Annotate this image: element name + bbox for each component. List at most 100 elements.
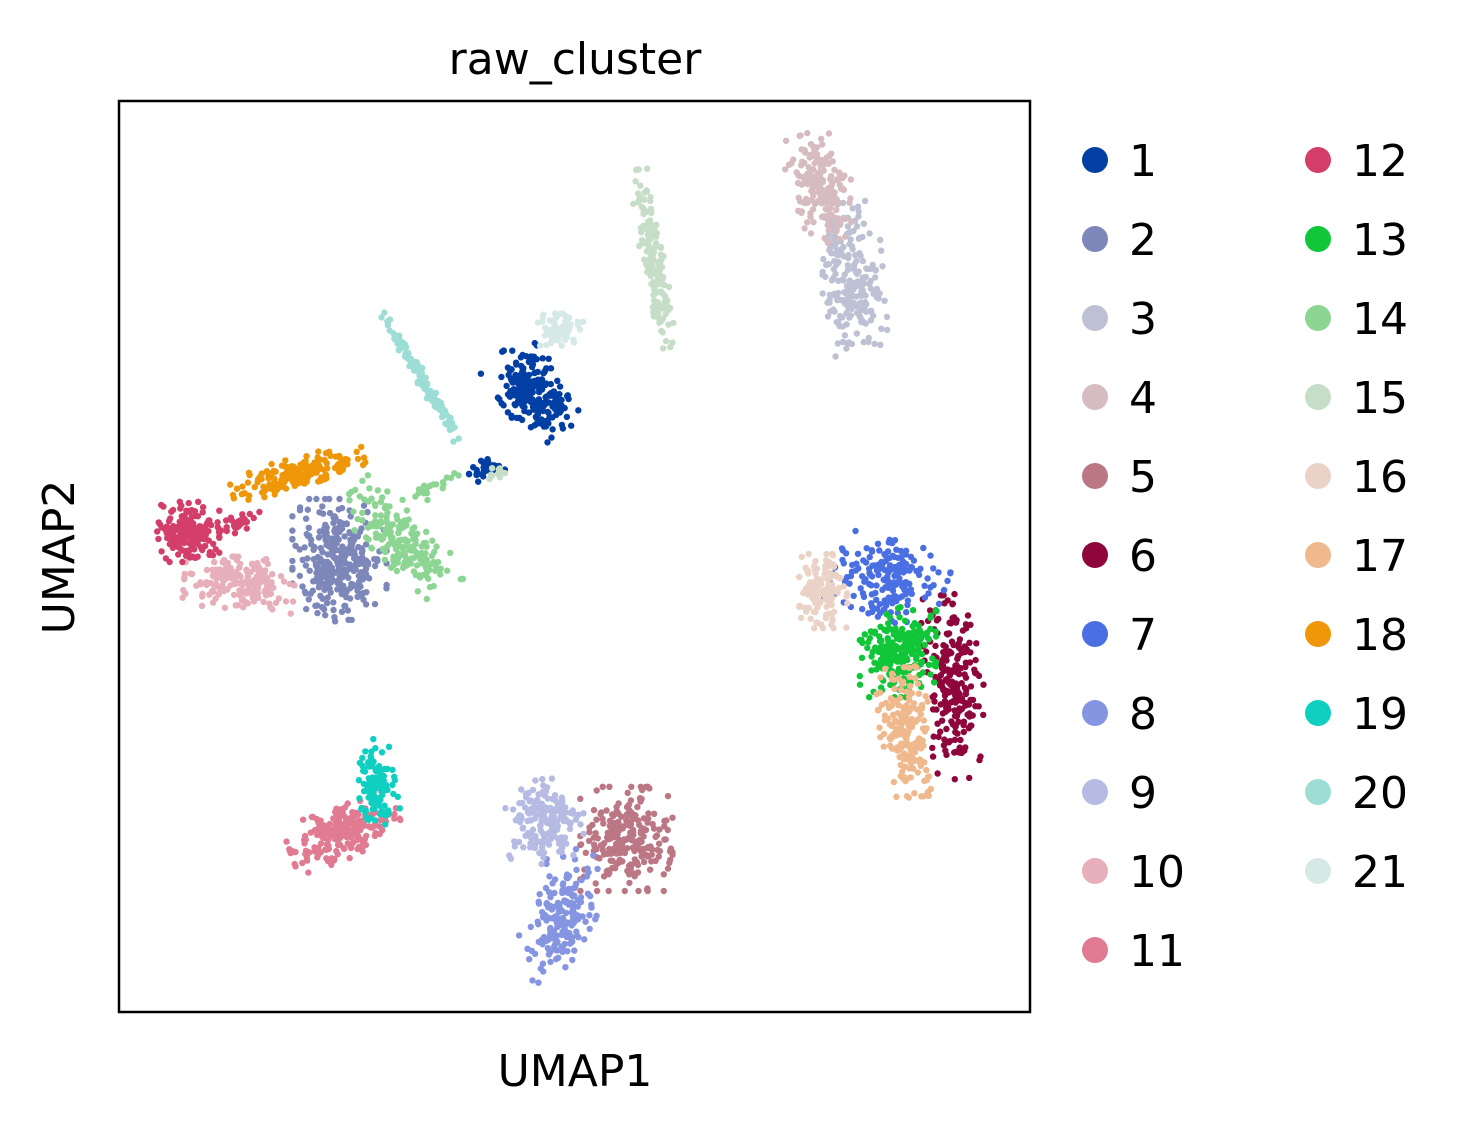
scatter-point-cluster-2 xyxy=(343,520,350,528)
scatter-point-cluster-9 xyxy=(554,835,561,842)
scatter-point-cluster-6 xyxy=(963,646,970,653)
scatter-point-cluster-12 xyxy=(154,528,161,535)
scatter-point-cluster-6 xyxy=(941,736,948,743)
scatter-point-cluster-19 xyxy=(372,745,379,752)
scatter-point-cluster-2 xyxy=(374,557,381,565)
scatter-point-cluster-1 xyxy=(504,409,512,416)
scatter-point-cluster-13 xyxy=(924,634,931,641)
scatter-point-cluster-15 xyxy=(662,338,670,345)
scatter-point-cluster-13 xyxy=(902,668,909,676)
scatter-point-cluster-11 xyxy=(334,826,342,834)
scatter-point-cluster-17 xyxy=(925,773,933,780)
scatter-point-cluster-4 xyxy=(809,206,817,213)
scatter-point-cluster-16 xyxy=(804,567,811,574)
scatter-point-cluster-3 xyxy=(853,330,860,337)
scatter-point-cluster-14 xyxy=(389,534,396,541)
scatter-point-cluster-18 xyxy=(289,478,297,486)
scatter-point-cluster-3 xyxy=(850,286,857,293)
scatter-point-cluster-2 xyxy=(338,590,345,598)
scatter-point-cluster-4 xyxy=(827,185,835,192)
scatter-point-cluster-4 xyxy=(785,161,793,168)
scatter-point-cluster-4 xyxy=(816,172,824,180)
scatter-point-cluster-8 xyxy=(575,934,582,941)
scatter-point-cluster-3 xyxy=(860,338,867,346)
legend-label-13: 13 xyxy=(1352,215,1408,266)
scatter-point-cluster-5 xyxy=(607,857,614,864)
scatter-point-cluster-3 xyxy=(820,255,827,263)
scatter-point-cluster-7 xyxy=(913,567,920,575)
scatter-point-cluster-9 xyxy=(536,849,543,857)
scatter-point-cluster-12 xyxy=(167,515,174,522)
scatter-point-cluster-1 xyxy=(549,403,556,410)
scatter-point-cluster-9 xyxy=(580,810,587,817)
scatter-point-cluster-10 xyxy=(203,566,211,574)
scatter-point-cluster-14 xyxy=(420,571,427,578)
scatter-point-cluster-6 xyxy=(937,592,945,599)
scatter-point-cluster-7 xyxy=(863,545,870,552)
scatter-point-cluster-2 xyxy=(341,602,348,610)
scatter-point-cluster-6 xyxy=(943,704,950,712)
scatter-point-cluster-10 xyxy=(212,595,219,602)
scatter-point-cluster-5 xyxy=(667,856,674,864)
scatter-point-cluster-1 xyxy=(544,439,551,446)
scatter-point-cluster-13 xyxy=(865,638,872,646)
scatter-point-cluster-18 xyxy=(300,471,307,478)
scatter-point-cluster-18 xyxy=(327,452,334,459)
scatter-point-cluster-2 xyxy=(346,595,354,602)
scatter-point-cluster-20 xyxy=(436,406,444,414)
scatter-point-cluster-8 xyxy=(569,934,576,941)
scatter-point-cluster-1 xyxy=(545,409,552,416)
scatter-point-cluster-3 xyxy=(853,223,861,230)
legend-label-18: 18 xyxy=(1352,610,1408,661)
scatter-point-cluster-18 xyxy=(354,455,362,463)
scatter-point-cluster-4 xyxy=(793,169,800,176)
scatter-point-cluster-5 xyxy=(606,835,614,842)
scatter-point-cluster-2 xyxy=(362,565,370,572)
scatter-point-cluster-18 xyxy=(256,473,263,481)
scatter-point-cluster-4 xyxy=(829,200,836,207)
scatter-point-cluster-4 xyxy=(798,146,805,153)
scatter-point-cluster-6 xyxy=(955,643,962,651)
scatter-point-cluster-20 xyxy=(408,357,415,365)
scatter-point-cluster-1 xyxy=(543,365,550,372)
series-10-points xyxy=(179,553,298,617)
scatter-point-cluster-16 xyxy=(828,601,835,608)
scatter-point-cluster-12 xyxy=(169,544,177,551)
scatter-point-cluster-2 xyxy=(345,574,352,581)
scatter-point-cluster-7 xyxy=(869,562,876,569)
scatter-point-cluster-5 xyxy=(644,783,651,790)
scatter-point-cluster-4 xyxy=(797,198,804,205)
scatter-point-cluster-2 xyxy=(371,562,379,570)
scatter-point-cluster-21 xyxy=(548,335,556,342)
legend-marker-21 xyxy=(1305,858,1331,884)
scatter-point-cluster-7 xyxy=(876,601,884,608)
scatter-point-cluster-5 xyxy=(599,783,606,790)
scatter-point-cluster-2 xyxy=(358,545,365,552)
scatter-point-cluster-13 xyxy=(888,644,895,651)
series-16-points xyxy=(796,550,851,632)
scatter-point-cluster-3 xyxy=(861,197,869,205)
scatter-point-cluster-13 xyxy=(902,617,909,624)
scatter-point-cluster-4 xyxy=(825,218,833,226)
scatter-point-cluster-1 xyxy=(525,385,532,393)
scatter-point-cluster-4 xyxy=(818,135,825,142)
scatter-point-cluster-13 xyxy=(898,633,905,640)
scatter-point-cluster-7 xyxy=(876,547,883,554)
legend-item-13: 13 xyxy=(1305,215,1408,266)
scatter-point-cluster-20 xyxy=(386,327,393,334)
scatter-point-cluster-2 xyxy=(359,576,367,583)
scatter-point-cluster-6 xyxy=(962,744,969,751)
scatter-point-cluster-20 xyxy=(411,367,419,374)
legend-marker-19 xyxy=(1305,700,1331,726)
scatter-point-cluster-7 xyxy=(889,552,896,559)
scatter-point-cluster-3 xyxy=(826,296,833,303)
scatter-point-cluster-8 xyxy=(548,906,556,913)
scatter-point-cluster-8 xyxy=(594,865,601,873)
scatter-point-cluster-8 xyxy=(537,965,544,972)
scatter-point-cluster-2 xyxy=(321,495,329,503)
scatter-point-cluster-15 xyxy=(657,258,664,265)
scatter-point-cluster-7 xyxy=(876,609,884,617)
scatter-point-cluster-14 xyxy=(346,497,353,504)
legend-item-15: 15 xyxy=(1305,373,1408,424)
